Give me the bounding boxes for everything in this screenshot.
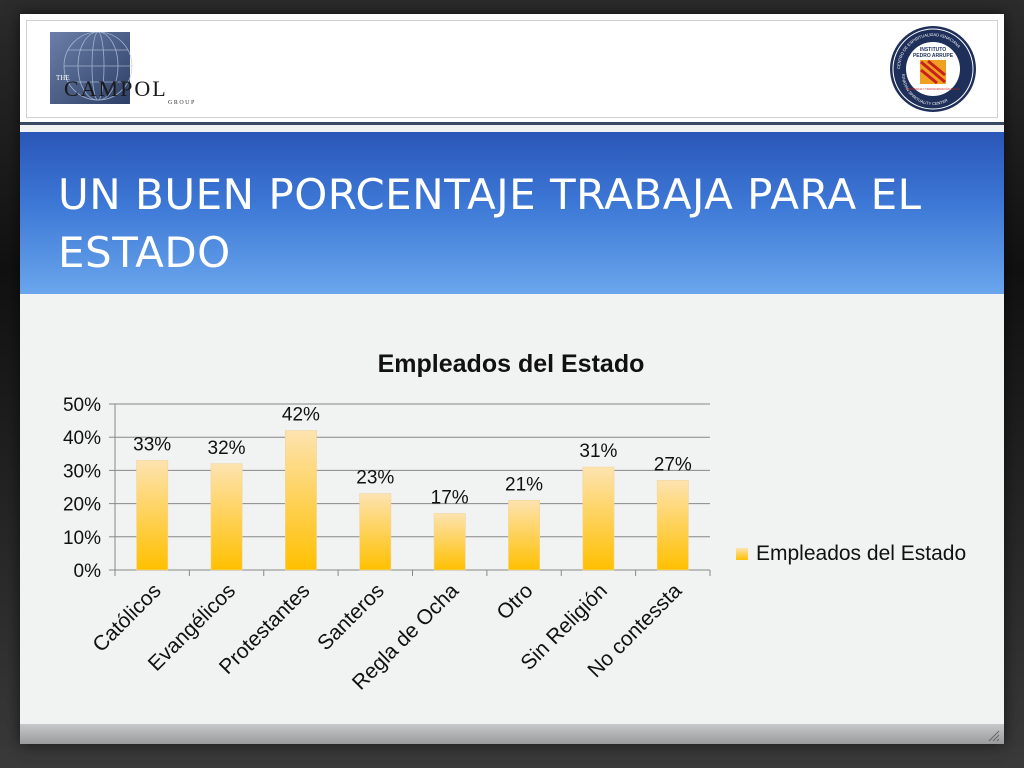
chart-title: Empleados del Estado [378, 350, 645, 378]
header: THE CAMPOL GROUP CENTRO DE ESPIRITUALIDA… [20, 14, 1004, 125]
campol-logo-bottom: GROUP [168, 100, 196, 106]
seal-inner-text: CONCIENCIA Y TRANSFORMACIÓN SOCIAL [906, 86, 961, 91]
data-label: 33% [133, 434, 171, 455]
y-tick-label: 50% [63, 395, 101, 416]
instituto-pedro-arrupe-seal: CENTRO DE ESPIRITUALIDAD IGNACIANA IGNAT… [890, 26, 976, 112]
bar-8 [656, 480, 689, 571]
seal-line2: PEDRO ARRUPE [913, 53, 954, 59]
data-label: 21% [505, 474, 543, 495]
campol-logo-top: THE [56, 74, 70, 82]
x-tick-label: Santeros [313, 579, 389, 655]
legend-swatch [736, 548, 748, 560]
legend-label: Empleados del Estado [756, 542, 966, 565]
bar-7 [582, 466, 615, 571]
bar-1 [136, 460, 169, 571]
y-tick-label: 40% [63, 428, 101, 449]
bar-chart: Empleados del Estado 0% 10% 20% 30% 40% 50% 3… [63, 350, 966, 695]
y-tick-label: 0% [74, 561, 102, 582]
bar-2 [210, 463, 243, 571]
y-tick-label: 10% [63, 528, 101, 549]
bar-5 [433, 513, 466, 571]
x-tick-label: Otro [492, 579, 537, 624]
footer-bar [20, 724, 1004, 744]
bar-4 [359, 493, 392, 571]
y-tick-label: 30% [63, 461, 101, 482]
x-tick-label: Católicos [88, 579, 165, 656]
header-frame [26, 20, 998, 118]
campol-logo-main: CAMPOL [64, 76, 168, 101]
data-label: 27% [654, 454, 692, 475]
y-tick-label: 20% [63, 495, 101, 516]
seal-line1: INSTITUTO [920, 47, 946, 53]
data-label: 23% [356, 468, 394, 489]
slide: THE CAMPOL GROUP CENTRO DE ESPIRITUALIDA… [20, 14, 1004, 744]
bar-3 [285, 430, 317, 571]
globe-icon [50, 32, 130, 104]
campol-logo: THE CAMPOL GROUP [50, 32, 196, 106]
title-band: UN BUEN PORCENTAJE TRABAJA PARA EL ESTAD… [20, 132, 1004, 294]
data-label: 42% [282, 405, 320, 426]
slide-title: UN BUEN PORCENTAJE TRABAJA PARA EL ESTAD… [58, 170, 922, 277]
data-label: 31% [579, 441, 617, 462]
data-label: 17% [431, 488, 469, 509]
bar-6 [508, 499, 540, 571]
data-label: 32% [208, 438, 246, 459]
resize-grip-icon [988, 730, 1000, 742]
